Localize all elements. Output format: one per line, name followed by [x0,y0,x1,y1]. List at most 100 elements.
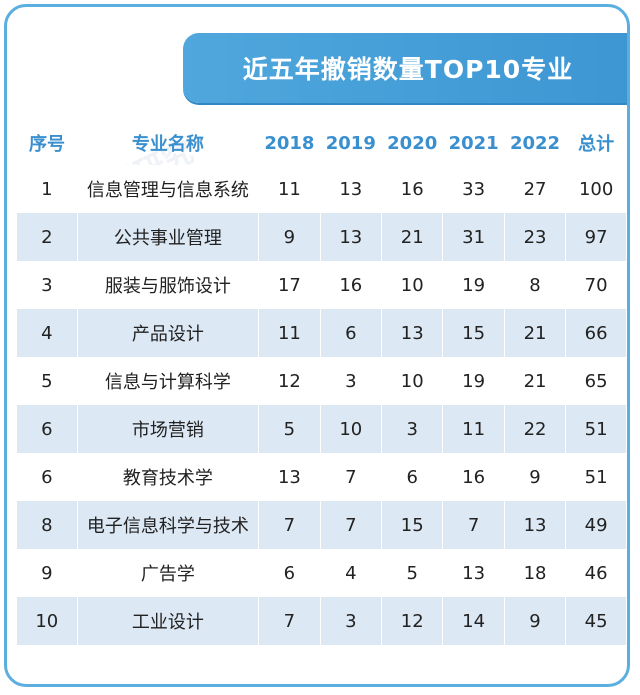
data-table: 序号 专业名称 2018 2019 2020 2021 2022 总计 1 信息管… [17,121,627,645]
cell-2022: 9 [504,453,567,501]
cell-rank: 4 [17,309,78,357]
table-row: 9 广告学 6 4 5 13 18 46 [17,549,627,597]
header-major: 专业名称 [131,134,204,155]
cell-2018: 7 [258,597,321,645]
cell-total: 70 [565,261,627,309]
cell-2020: 6 [381,453,444,501]
header-2021: 2021 [448,132,499,154]
table-row: 3 服装与服饰设计 17 16 10 19 8 70 [17,261,627,309]
table-row: 4 产品设计 11 6 13 15 21 66 [17,309,627,357]
cell-total: 45 [565,597,627,645]
cell-2022: 9 [504,597,567,645]
cell-total: 97 [565,213,627,261]
cell-2022: 18 [504,549,567,597]
page-title: 近五年撤销数量TOP10专业 [242,55,574,84]
cell-rank: 1 [17,165,78,213]
cell-2022: 21 [504,357,567,405]
cell-2020: 16 [381,165,444,213]
header-rank: 序号 [29,134,66,155]
header-total: 总计 [578,134,615,155]
cell-2018: 17 [258,261,321,309]
cell-2019: 13 [320,213,383,261]
cell-major: 信息与计算科学 [77,357,260,405]
table-header-row: 序号 专业名称 2018 2019 2020 2021 2022 总计 [17,121,627,165]
table-row: 2 公共事业管理 9 13 21 31 23 97 [17,213,627,261]
cell-2020: 5 [381,549,444,597]
cell-2019: 10 [320,405,383,453]
cell-rank: 9 [17,549,78,597]
cell-total: 51 [565,453,627,501]
cell-2021: 19 [442,261,505,309]
table-row: 10 工业设计 7 3 12 14 9 45 [17,597,627,645]
cell-total: 65 [565,357,627,405]
cell-major: 市场营销 [77,405,260,453]
cell-2020: 3 [381,405,444,453]
cell-total: 100 [565,165,627,213]
cell-2021: 15 [442,309,505,357]
cell-rank: 10 [17,597,78,645]
table-row: 1 信息管理与信息系统 11 13 16 33 27 100 [17,165,627,213]
table-card: 近五年撤销数量TOP10专业 麦可思研究 麦可思研究 麦可思研究 麦可思研究 麦… [4,4,630,687]
cell-2019: 16 [320,261,383,309]
cell-2018: 9 [258,213,321,261]
cell-2022: 27 [504,165,567,213]
cell-total: 46 [565,549,627,597]
cell-2018: 5 [258,405,321,453]
cell-2018: 7 [258,501,321,549]
cell-2020: 12 [381,597,444,645]
cell-2018: 11 [258,165,321,213]
cell-rank: 6 [17,453,78,501]
cell-2021: 11 [442,405,505,453]
cell-2022: 23 [504,213,567,261]
cell-2019: 3 [320,597,383,645]
cell-2020: 10 [381,357,444,405]
table-row: 8 电子信息科学与技术 7 7 15 7 13 49 [17,501,627,549]
cell-2022: 8 [504,261,567,309]
cell-total: 51 [565,405,627,453]
cell-2021: 19 [442,357,505,405]
cell-2019: 7 [320,501,383,549]
cell-major: 广告学 [77,549,260,597]
cell-total: 66 [565,309,627,357]
cell-rank: 6 [17,405,78,453]
cell-2021: 13 [442,549,505,597]
table-row: 6 教育技术学 13 7 6 16 9 51 [17,453,627,501]
title-banner: 近五年撤销数量TOP10专业 [183,33,627,103]
header-2020: 2020 [387,132,438,154]
cell-2018: 6 [258,549,321,597]
cell-2020: 15 [381,501,444,549]
cell-major: 产品设计 [77,309,260,357]
cell-rank: 8 [17,501,78,549]
cell-major: 工业设计 [77,597,260,645]
cell-2018: 11 [258,309,321,357]
cell-2022: 22 [504,405,567,453]
header-2019: 2019 [325,132,376,154]
cell-2022: 13 [504,501,567,549]
cell-major: 信息管理与信息系统 [77,165,260,213]
cell-2021: 16 [442,453,505,501]
cell-rank: 2 [17,213,78,261]
cell-2020: 13 [381,309,444,357]
cell-major: 公共事业管理 [77,213,260,261]
cell-major: 服装与服饰设计 [77,261,260,309]
cell-2018: 13 [258,453,321,501]
cell-rank: 5 [17,357,78,405]
cell-2018: 12 [258,357,321,405]
cell-2020: 21 [381,213,444,261]
cell-2021: 7 [442,501,505,549]
cell-2021: 33 [442,165,505,213]
cell-total: 49 [565,501,627,549]
cell-major: 电子信息科学与技术 [77,501,260,549]
cell-2022: 21 [504,309,567,357]
table-row: 6 市场营销 5 10 3 11 22 51 [17,405,627,453]
cell-2020: 10 [381,261,444,309]
cell-2019: 6 [320,309,383,357]
table-row: 5 信息与计算科学 12 3 10 19 21 65 [17,357,627,405]
cell-2019: 4 [320,549,383,597]
cell-2021: 14 [442,597,505,645]
cell-2021: 31 [442,213,505,261]
header-2018: 2018 [264,132,315,154]
header-2022: 2022 [509,132,561,154]
cell-rank: 3 [17,261,78,309]
cell-major: 教育技术学 [77,453,260,501]
